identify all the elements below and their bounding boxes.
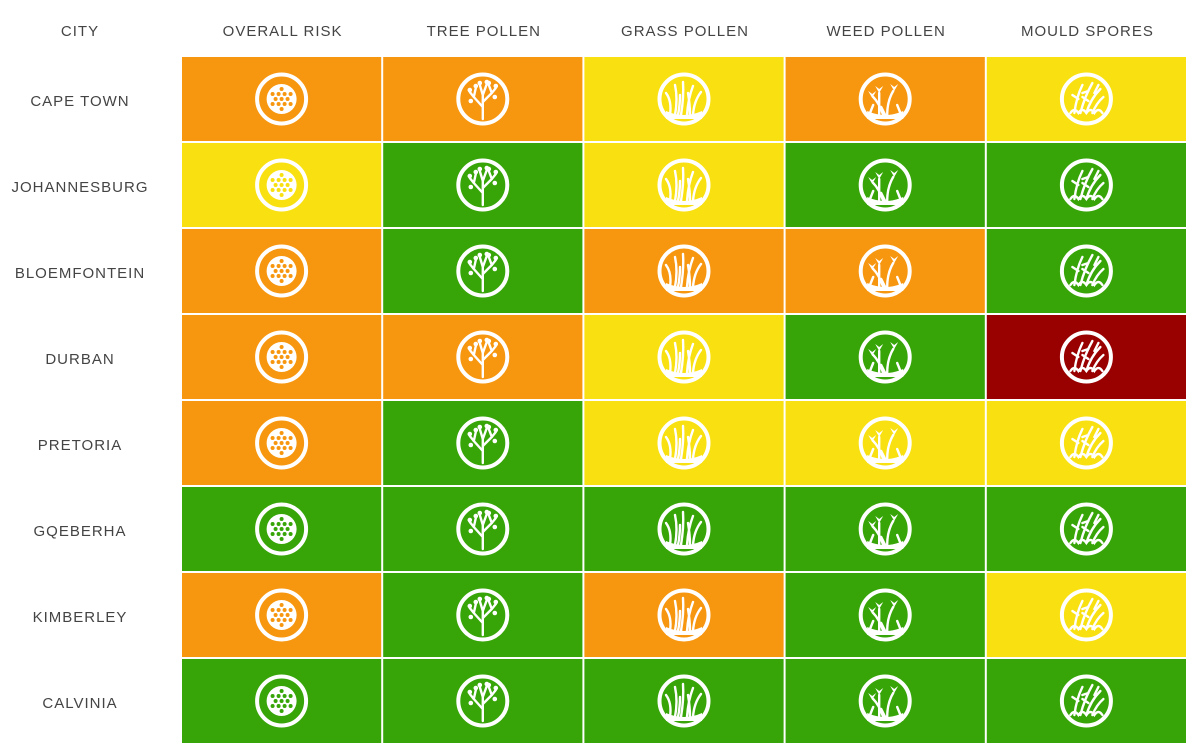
risk-icon	[255, 502, 309, 556]
column-header: MOULD SPORES	[1021, 23, 1154, 40]
risk-icon	[657, 588, 711, 642]
risk-icon	[255, 330, 309, 384]
risk-icon	[1059, 330, 1113, 384]
risk-icon	[1059, 588, 1113, 642]
risk-icon	[858, 502, 912, 556]
risk-icon	[255, 588, 309, 642]
risk-icon	[456, 158, 510, 212]
risk-icon	[858, 416, 912, 470]
risk-icon	[255, 674, 309, 728]
risk-cell	[785, 401, 985, 485]
risk-icon	[1059, 502, 1113, 556]
risk-icon	[858, 72, 912, 126]
city-name: JOHANNESBURG	[11, 179, 148, 196]
risk-icon	[255, 244, 309, 298]
risk-icon	[456, 244, 510, 298]
column-header: WEED POLLEN	[827, 23, 946, 40]
risk-icon	[1059, 416, 1113, 470]
city-name: BLOEMFONTEIN	[15, 265, 145, 282]
risk-icon	[657, 330, 711, 384]
risk-cell	[785, 315, 985, 399]
risk-icon	[657, 674, 711, 728]
risk-cell	[785, 659, 985, 743]
risk-icon	[1059, 72, 1113, 126]
risk-icon	[657, 502, 711, 556]
risk-icon	[858, 330, 912, 384]
risk-icon	[456, 416, 510, 470]
risk-icon	[1059, 158, 1113, 212]
risk-icon	[456, 72, 510, 126]
risk-cell	[785, 143, 985, 227]
city-name: PRETORIA	[38, 437, 122, 454]
risk-icon	[657, 72, 711, 126]
city-name: DURBAN	[45, 351, 114, 368]
risk-cell	[785, 573, 985, 657]
column-header: OVERALL RISK	[223, 23, 343, 40]
risk-icon	[858, 244, 912, 298]
risk-cell	[785, 57, 985, 141]
risk-icon	[858, 674, 912, 728]
city-name: CALVINIA	[42, 695, 117, 712]
column-header: GRASS POLLEN	[621, 23, 749, 40]
risk-icon	[657, 158, 711, 212]
risk-icon	[1059, 244, 1113, 298]
city-name: CAPE TOWN	[30, 93, 129, 110]
risk-icon	[456, 674, 510, 728]
city-name: KIMBERLEY	[33, 609, 128, 626]
risk-cell	[785, 229, 985, 313]
column-header: CITY	[61, 23, 99, 40]
city-name: GQEBERHA	[33, 523, 126, 540]
column-header: TREE POLLEN	[427, 23, 541, 40]
risk-icon	[255, 72, 309, 126]
risk-icon	[657, 416, 711, 470]
risk-icon	[1059, 674, 1113, 728]
risk-icon	[255, 158, 309, 212]
risk-icon	[456, 330, 510, 384]
risk-icon	[456, 588, 510, 642]
risk-icon	[657, 244, 711, 298]
risk-icon	[255, 416, 309, 470]
risk-icon	[456, 502, 510, 556]
risk-cell	[785, 487, 985, 571]
risk-icon	[858, 588, 912, 642]
risk-icon	[858, 158, 912, 212]
